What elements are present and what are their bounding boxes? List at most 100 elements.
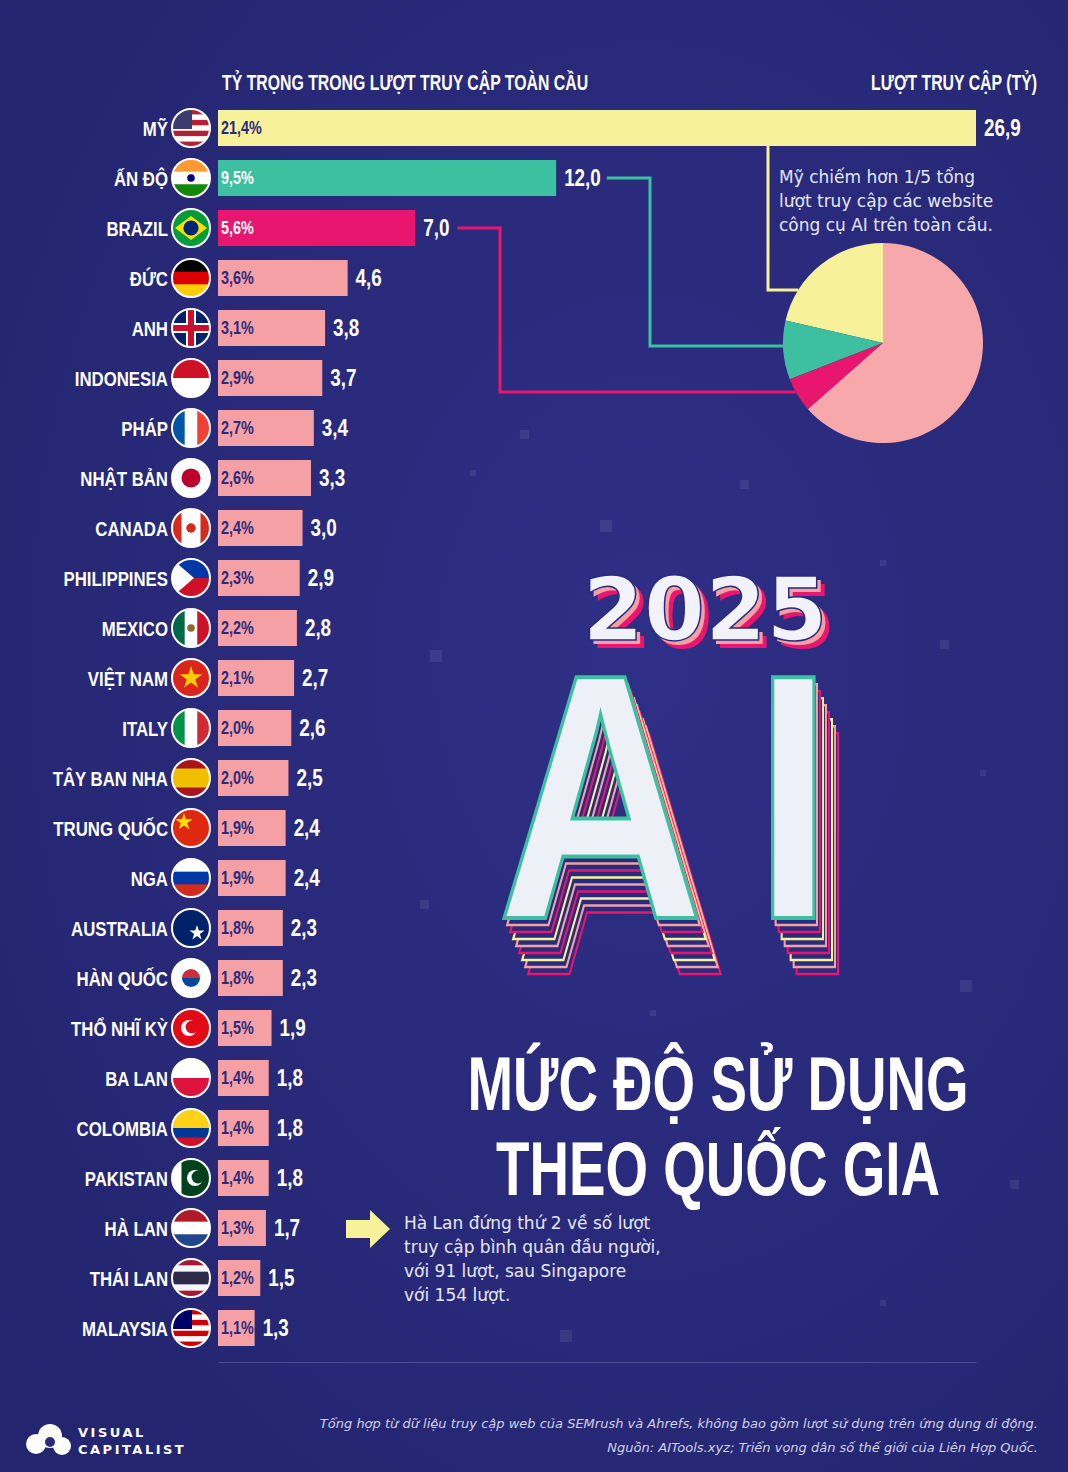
- flag: [172, 909, 210, 947]
- tick-label: ITALY: [122, 717, 168, 740]
- flag: [172, 559, 210, 598]
- share-label: 1,8%: [221, 968, 254, 988]
- annotation-line: Hà Lan đứng thứ 2 về số lượt: [404, 1213, 651, 1233]
- flag-border: [172, 509, 210, 547]
- flag-border: [172, 959, 210, 997]
- flag-part: [172, 872, 210, 885]
- tick: ĐỨC: [130, 267, 168, 290]
- flag-part: [172, 131, 210, 137]
- flag-body: [172, 409, 211, 447]
- flag-part: [182, 969, 200, 978]
- flag-part: [188, 309, 194, 347]
- flag-border: [172, 259, 210, 297]
- flag-part: [172, 769, 210, 779]
- flag-part: [172, 1128, 210, 1138]
- flag-body: [172, 209, 210, 247]
- tick: AUSTRALIA: [71, 917, 168, 940]
- annotation: Hà Lan đứng thứ 2 về số lượt truy cập bìn…: [404, 1213, 661, 1305]
- axis-line: [219, 1362, 977, 1363]
- flag: [172, 1309, 210, 1348]
- flag-part: [189, 925, 204, 939]
- annotation-line: với 91 lượt, sau Singapore: [404, 1261, 626, 1281]
- flag-border: [172, 359, 210, 397]
- bar: [218, 510, 303, 546]
- flag-part: [186, 1021, 199, 1034]
- share-label: 1,1%: [221, 1318, 254, 1338]
- flag: [172, 809, 210, 847]
- value-label: 3,8: [333, 316, 359, 341]
- share-label: 1,4%: [221, 1068, 254, 1088]
- flag: [172, 759, 210, 798]
- flag-part: [172, 778, 210, 788]
- flag-body: [172, 859, 210, 898]
- credit: CAPITALIST: [78, 1442, 186, 1457]
- bar: [218, 1060, 269, 1096]
- tick: VIỆT NAM: [88, 667, 168, 690]
- flag-part: [186, 523, 196, 533]
- credit: VISUAL: [78, 1425, 146, 1440]
- tick-label: MỸ: [143, 117, 168, 140]
- deco-square: [470, 470, 476, 476]
- flag-part: [172, 1272, 210, 1279]
- tick-label: PHÁP: [121, 417, 168, 440]
- bar: [218, 1260, 260, 1296]
- share-label: 2,2%: [221, 618, 254, 638]
- flag: [172, 1159, 211, 1197]
- flag: [172, 1259, 210, 1298]
- flag-border: [172, 559, 210, 597]
- flag-part: [172, 272, 210, 285]
- tick-label: ĐỨC: [130, 267, 168, 290]
- flag: [172, 509, 211, 547]
- value-label: 12,0: [564, 166, 601, 191]
- annotation-line: truy cập bình quân đầu người,: [404, 1237, 661, 1257]
- flag-part: [185, 609, 198, 647]
- footnote: Tổng hợp từ dữ liệu truy cập web của SEM…: [320, 1416, 1038, 1431]
- flag-border: [172, 1159, 210, 1197]
- tick-label: HÀN QUỐC: [77, 967, 169, 990]
- flag-part: [185, 409, 198, 447]
- column-header: TỶ TRỌNG TRONG LƯỢT TRUY CẬP TOÀN CẦU: [222, 70, 588, 94]
- value-label: 1,8: [277, 1116, 303, 1141]
- flag: [172, 659, 210, 697]
- bar: [218, 710, 291, 746]
- bar: [218, 1160, 269, 1196]
- flag-part: [180, 666, 203, 688]
- tick: MALAYSIA: [82, 1317, 168, 1340]
- share-label: 9,5%: [221, 168, 254, 188]
- deco-square: [420, 900, 429, 909]
- deco-square: [430, 650, 442, 662]
- tick: TÂY BAN NHA: [53, 767, 169, 790]
- value-label: 26,9: [984, 116, 1021, 141]
- value-label: 2,4: [294, 866, 320, 891]
- bar: [218, 910, 283, 946]
- tick-label: BRAZIL: [106, 217, 168, 240]
- flag-part: [172, 309, 210, 347]
- bar: [218, 610, 297, 646]
- flag-body: [172, 1009, 210, 1047]
- bar: [218, 760, 288, 796]
- share-label: 1,4%: [221, 1118, 254, 1138]
- share-label: 1,3%: [221, 1218, 254, 1238]
- tick-label: HÀ LAN: [105, 1217, 168, 1240]
- flag-part: [172, 909, 210, 947]
- tick-label: NHẬT BẢN: [80, 467, 168, 490]
- share-label: 2,6%: [221, 468, 254, 488]
- leader-lines: [457, 146, 798, 392]
- data-labels: 26,912,07,04,63,83,73,43,33,02,92,82,72,…: [221, 116, 1021, 1341]
- tick-label: AUSTRALIA: [71, 917, 168, 940]
- value-label: 1,5: [268, 1266, 294, 1291]
- flag-border: [172, 659, 210, 697]
- bar: [218, 160, 556, 196]
- flag-body: [172, 809, 210, 847]
- page: {"chart_data": [ {"type": "bar", "title"…: [0, 0, 1068, 1472]
- flag-border: [172, 1009, 210, 1047]
- share-label: 1,2%: [221, 1268, 254, 1288]
- background: [0, 0, 1068, 1472]
- flag-part: [172, 1222, 210, 1235]
- tick: PAKISTAN: [85, 1167, 168, 1190]
- share-label: 2,0%: [221, 768, 254, 788]
- share-label: 2,1%: [221, 668, 254, 688]
- flag-body: [172, 309, 210, 347]
- value-label: 1,9: [280, 1016, 306, 1041]
- deco-square: [1010, 1180, 1019, 1189]
